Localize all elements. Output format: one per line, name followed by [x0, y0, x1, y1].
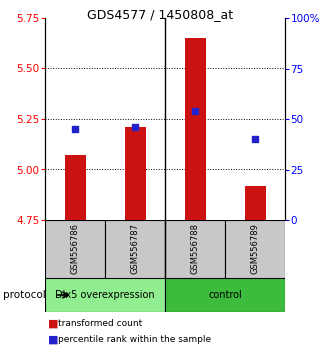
Bar — [165, 220, 225, 278]
Text: percentile rank within the sample: percentile rank within the sample — [58, 335, 211, 344]
Point — [132, 124, 138, 130]
Bar — [65, 155, 85, 220]
Text: GSM556788: GSM556788 — [190, 223, 199, 274]
Bar — [225, 220, 285, 278]
Point — [252, 136, 258, 142]
Bar — [165, 278, 285, 312]
Bar — [105, 220, 165, 278]
Bar — [185, 38, 205, 220]
Text: transformed count: transformed count — [58, 319, 142, 328]
Text: protocol: protocol — [3, 290, 46, 300]
Bar — [124, 127, 146, 220]
Bar — [45, 220, 105, 278]
Text: GDS4577 / 1450808_at: GDS4577 / 1450808_at — [87, 8, 233, 21]
Point — [192, 108, 197, 114]
Text: GSM556787: GSM556787 — [131, 223, 140, 274]
Text: GSM556786: GSM556786 — [70, 223, 79, 274]
Text: Dlx5 overexpression: Dlx5 overexpression — [55, 290, 155, 300]
Text: ■: ■ — [48, 335, 59, 344]
Bar — [244, 185, 266, 220]
Text: ■: ■ — [48, 319, 59, 329]
Text: control: control — [208, 290, 242, 300]
Text: GSM556789: GSM556789 — [251, 224, 260, 274]
Point — [72, 126, 77, 132]
Bar — [45, 278, 165, 312]
